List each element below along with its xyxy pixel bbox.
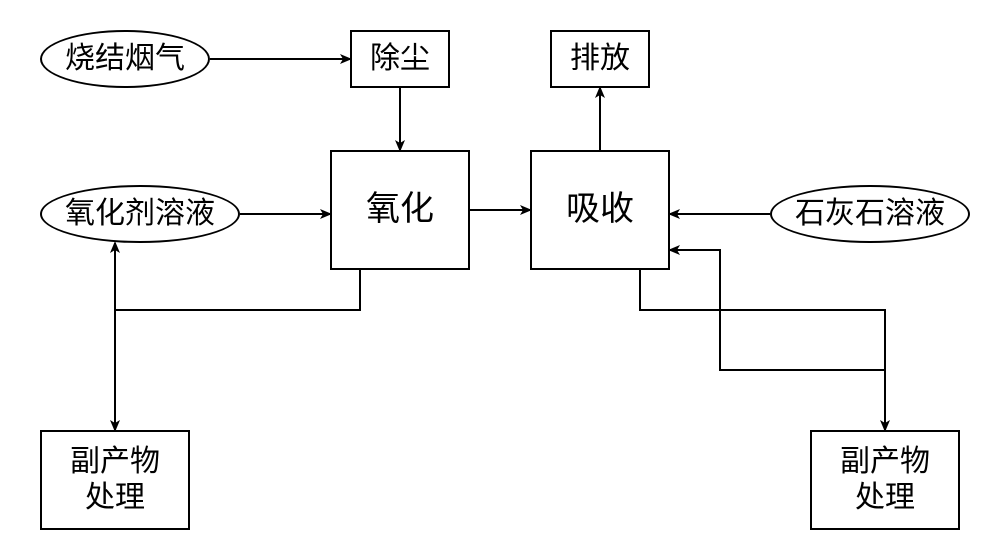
node-byproduct_l: 副产物 处理 [40,430,190,530]
node-label: 吸收 [566,190,634,231]
node-oxidant: 氧化剂溶液 [40,185,240,243]
node-emit: 排放 [550,30,650,88]
node-label: 除尘 [370,41,430,77]
node-limestone: 石灰石溶液 [770,185,970,243]
node-dedust: 除尘 [350,30,450,88]
node-oxidation: 氧化 [330,150,470,270]
node-label: 氧化剂溶液 [65,196,215,232]
node-label: 排放 [570,41,630,77]
edge-6 [115,243,360,310]
edge-8 [640,250,885,370]
node-label: 副产物 处理 [70,444,160,516]
node-label: 副产物 处理 [840,444,930,516]
node-label: 烧结烟气 [65,41,185,77]
node-label: 石灰石溶液 [795,196,945,232]
node-label: 氧化 [366,190,434,231]
node-absorption: 吸收 [530,150,670,270]
node-byproduct_r: 副产物 处理 [810,430,960,530]
node-sinter_gas: 烧结烟气 [40,30,210,88]
